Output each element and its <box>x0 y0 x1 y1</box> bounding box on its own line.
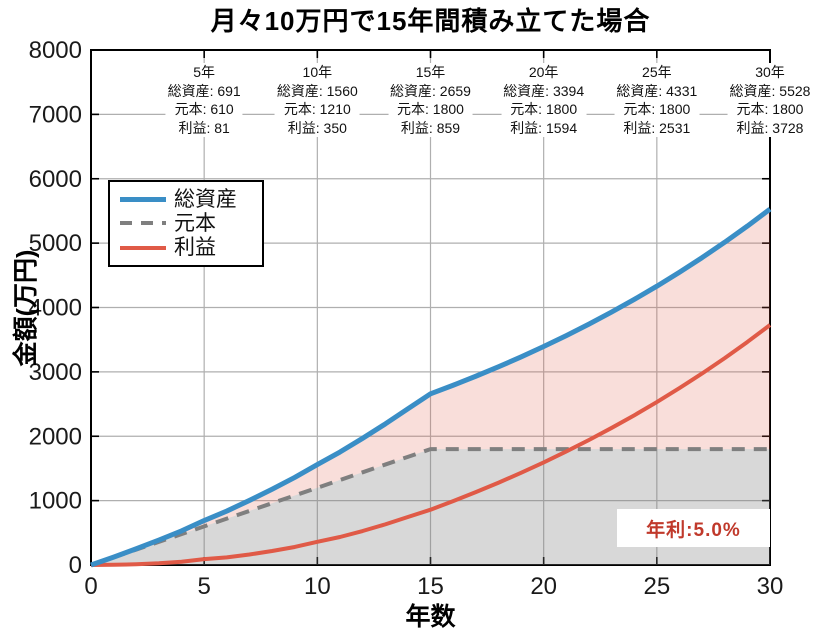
x-tick-label: 5 <box>197 573 210 600</box>
annotation-year-title: 25年 <box>642 64 672 80</box>
annual-rate-annotation: 年利:5.0% <box>617 509 770 547</box>
annotation-15y: 15年総資産: 2659 元本: 1800 利益: 859 <box>388 63 473 137</box>
x-axis-label: 年数 <box>405 603 456 631</box>
annotation-10y: 10年総資産: 1560 元本: 1210 利益: 350 <box>274 63 360 137</box>
annotation-year-title: 20年 <box>528 64 559 80</box>
x-tick-label: 20 <box>530 573 557 600</box>
legend-entry-total: 総資産 <box>114 189 258 210</box>
annotation-value-line: 元本: 1210 <box>283 101 351 117</box>
annotation-value-line: 利益: 81 <box>178 119 230 136</box>
annotation-year-title: 15年 <box>415 64 446 80</box>
annotation-value-line: 利益: 350 <box>287 119 347 136</box>
y-tick-label: 0 <box>69 552 82 579</box>
annotation-20y: 20年総資産: 3394 元本: 1800 利益: 1594 <box>501 63 587 137</box>
y-tick-label: 3000 <box>29 359 82 386</box>
annotation-value-line: 総資産: 3394 <box>503 82 585 99</box>
annotation-value-line: 総資産: 691 <box>167 82 241 99</box>
x-tick-label: 30 <box>757 573 784 600</box>
principal-line-swatch <box>120 221 166 226</box>
legend-entry-profit: 利益 <box>114 237 258 258</box>
annotation-year-title: 30年 <box>755 64 785 80</box>
y-tick-label: 7000 <box>29 101 82 128</box>
annotation-year-title: 5年 <box>193 64 216 80</box>
chart-title: 月々10万円で15年間積み立てた場合 <box>210 6 651 36</box>
y-tick-label: 8000 <box>29 37 82 64</box>
y-tick-label: 1000 <box>29 488 82 515</box>
legend-label-profit: 利益 <box>174 236 216 260</box>
y-tick-label: 2000 <box>29 423 82 450</box>
x-tick-label: 25 <box>643 573 670 600</box>
annotation-value-line: 総資産: 5528 <box>729 82 811 99</box>
annotation-30y: 30年総資産: 5528 元本: 1800 利益: 3728 <box>727 63 813 137</box>
annotation-value-line: 利益: 859 <box>400 119 461 136</box>
annotation-value-line: 元本: 1800 <box>623 101 691 117</box>
annotation-25y: 25年総資産: 4331 元本: 1800 利益: 2531 <box>614 63 700 137</box>
y-tick-label: 6000 <box>29 166 82 193</box>
legend-label-principal: 元本 <box>174 211 216 235</box>
total-line-swatch <box>120 196 166 202</box>
total-line <box>90 207 772 568</box>
annotation-value-line: 利益: 2531 <box>623 119 691 136</box>
annotation-value-line: 総資産: 4331 <box>616 82 698 99</box>
y-tick-label: 4000 <box>29 295 82 322</box>
y-axis-label: 金額(万円) <box>12 249 40 367</box>
annotation-value-line: 総資産: 1560 <box>276 82 358 99</box>
annotation-5y: 5年総資産: 691 元本: 610 利益: 81 <box>165 63 243 137</box>
legend-label-total: 総資産 <box>174 187 237 211</box>
annotation-value-line: 元本: 1800 <box>397 101 464 117</box>
annotation-value-line: 利益: 3728 <box>736 119 804 136</box>
annotation-value-line: 元本: 610 <box>174 101 234 117</box>
legend: 総資産 元本 利益 <box>108 180 264 267</box>
principal-area-fill <box>91 449 770 565</box>
legend-entry-principal: 元本 <box>114 213 258 234</box>
profit-line <box>90 323 772 567</box>
gain-area-fill <box>91 209 770 565</box>
x-tick-label: 10 <box>304 573 331 600</box>
profit-line-swatch <box>120 245 166 250</box>
x-tick-label: 15 <box>417 573 444 600</box>
annotation-value-line: 元本: 1800 <box>510 101 578 117</box>
annotation-value-line: 利益: 1594 <box>510 119 578 136</box>
annotation-value-line: 総資産: 2659 <box>390 82 471 99</box>
principal-line <box>90 447 770 567</box>
x-tick-label: 0 <box>84 573 97 600</box>
y-tick-label: 5000 <box>29 230 82 257</box>
annotation-year-title: 10年 <box>302 64 333 80</box>
annotation-value-line: 元本: 1800 <box>736 101 804 117</box>
